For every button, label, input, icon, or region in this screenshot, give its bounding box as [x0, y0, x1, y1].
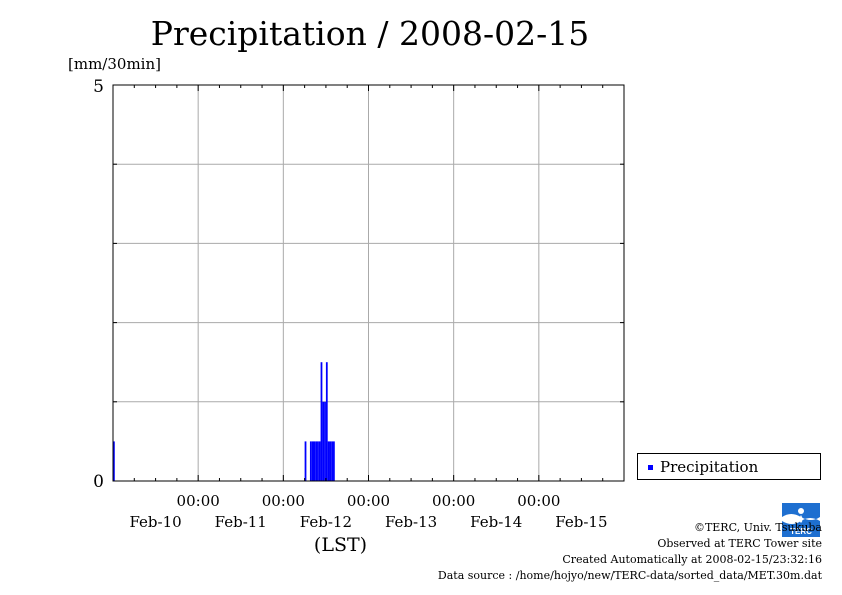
grid	[113, 85, 624, 481]
source-text: Data source : /home/hojyo/new/TERC-data/…	[437, 569, 822, 582]
x-tick-date-label: Feb-15	[555, 513, 607, 531]
precipitation-bar	[311, 441, 314, 481]
x-tick-time-label: 00:00	[517, 492, 560, 510]
precipitation-bar	[325, 362, 328, 481]
terc-logo-icon: TERC	[782, 503, 820, 537]
x-tick-time-label: 00:00	[177, 492, 220, 510]
precipitation-bar	[304, 441, 307, 481]
chart-title: Precipitation / 2008-02-15	[150, 14, 590, 53]
copyright-text: ©TERC, Univ. Tsukuba	[693, 521, 822, 534]
precipitation-bar	[113, 441, 115, 481]
logo-text: TERC	[790, 527, 812, 536]
precipitation-bar	[317, 441, 319, 481]
tick-labels: 5 0 00:00 00:00 00:00 00:00 00:00 Feb-10 Feb-11 F…	[93, 77, 607, 556]
legend-swatch	[648, 465, 653, 470]
precipitation-bar	[318, 441, 321, 481]
credits: ©TERC, Univ. Tsukuba Observed at TERC To…	[438, 520, 822, 584]
precipitation-bar	[320, 362, 323, 481]
bars	[113, 362, 335, 481]
legend-label: Precipitation	[660, 458, 759, 476]
x-axis-label: (LST)	[314, 534, 367, 556]
y-tick-label: 0	[93, 472, 104, 492]
site-text: Observed at TERC Tower site	[657, 537, 822, 550]
created-text: Created Automatically at 2008-02-15/23:3…	[562, 553, 822, 566]
y-tick-label: 5	[93, 77, 104, 97]
precipitation-bar	[309, 441, 312, 481]
precipitation-bar	[329, 441, 332, 481]
precipitation-bar	[327, 441, 330, 481]
x-tick-time-label: 00:00	[347, 492, 390, 510]
x-tick-time-label: 00:00	[432, 492, 475, 510]
precipitation-bar	[315, 441, 318, 481]
x-tick-date-label: Feb-12	[300, 513, 352, 531]
x-tick-date-label: Feb-10	[129, 513, 181, 531]
precipitation-bar	[324, 401, 326, 481]
precipitation-bar	[313, 441, 316, 481]
precipitation-bar	[333, 441, 335, 481]
x-tick-date-label: Feb-13	[385, 513, 437, 531]
x-tick-time-label: 00:00	[262, 492, 305, 510]
precipitation-bar	[331, 441, 334, 481]
y-axis-unit-label: [mm/30min]	[68, 55, 161, 73]
legend: Precipitation	[637, 453, 821, 480]
precipitation-bar	[322, 401, 325, 481]
ticks	[112, 84, 625, 482]
x-tick-date-label: Feb-14	[470, 513, 522, 531]
x-tick-date-label: Feb-11	[215, 513, 267, 531]
